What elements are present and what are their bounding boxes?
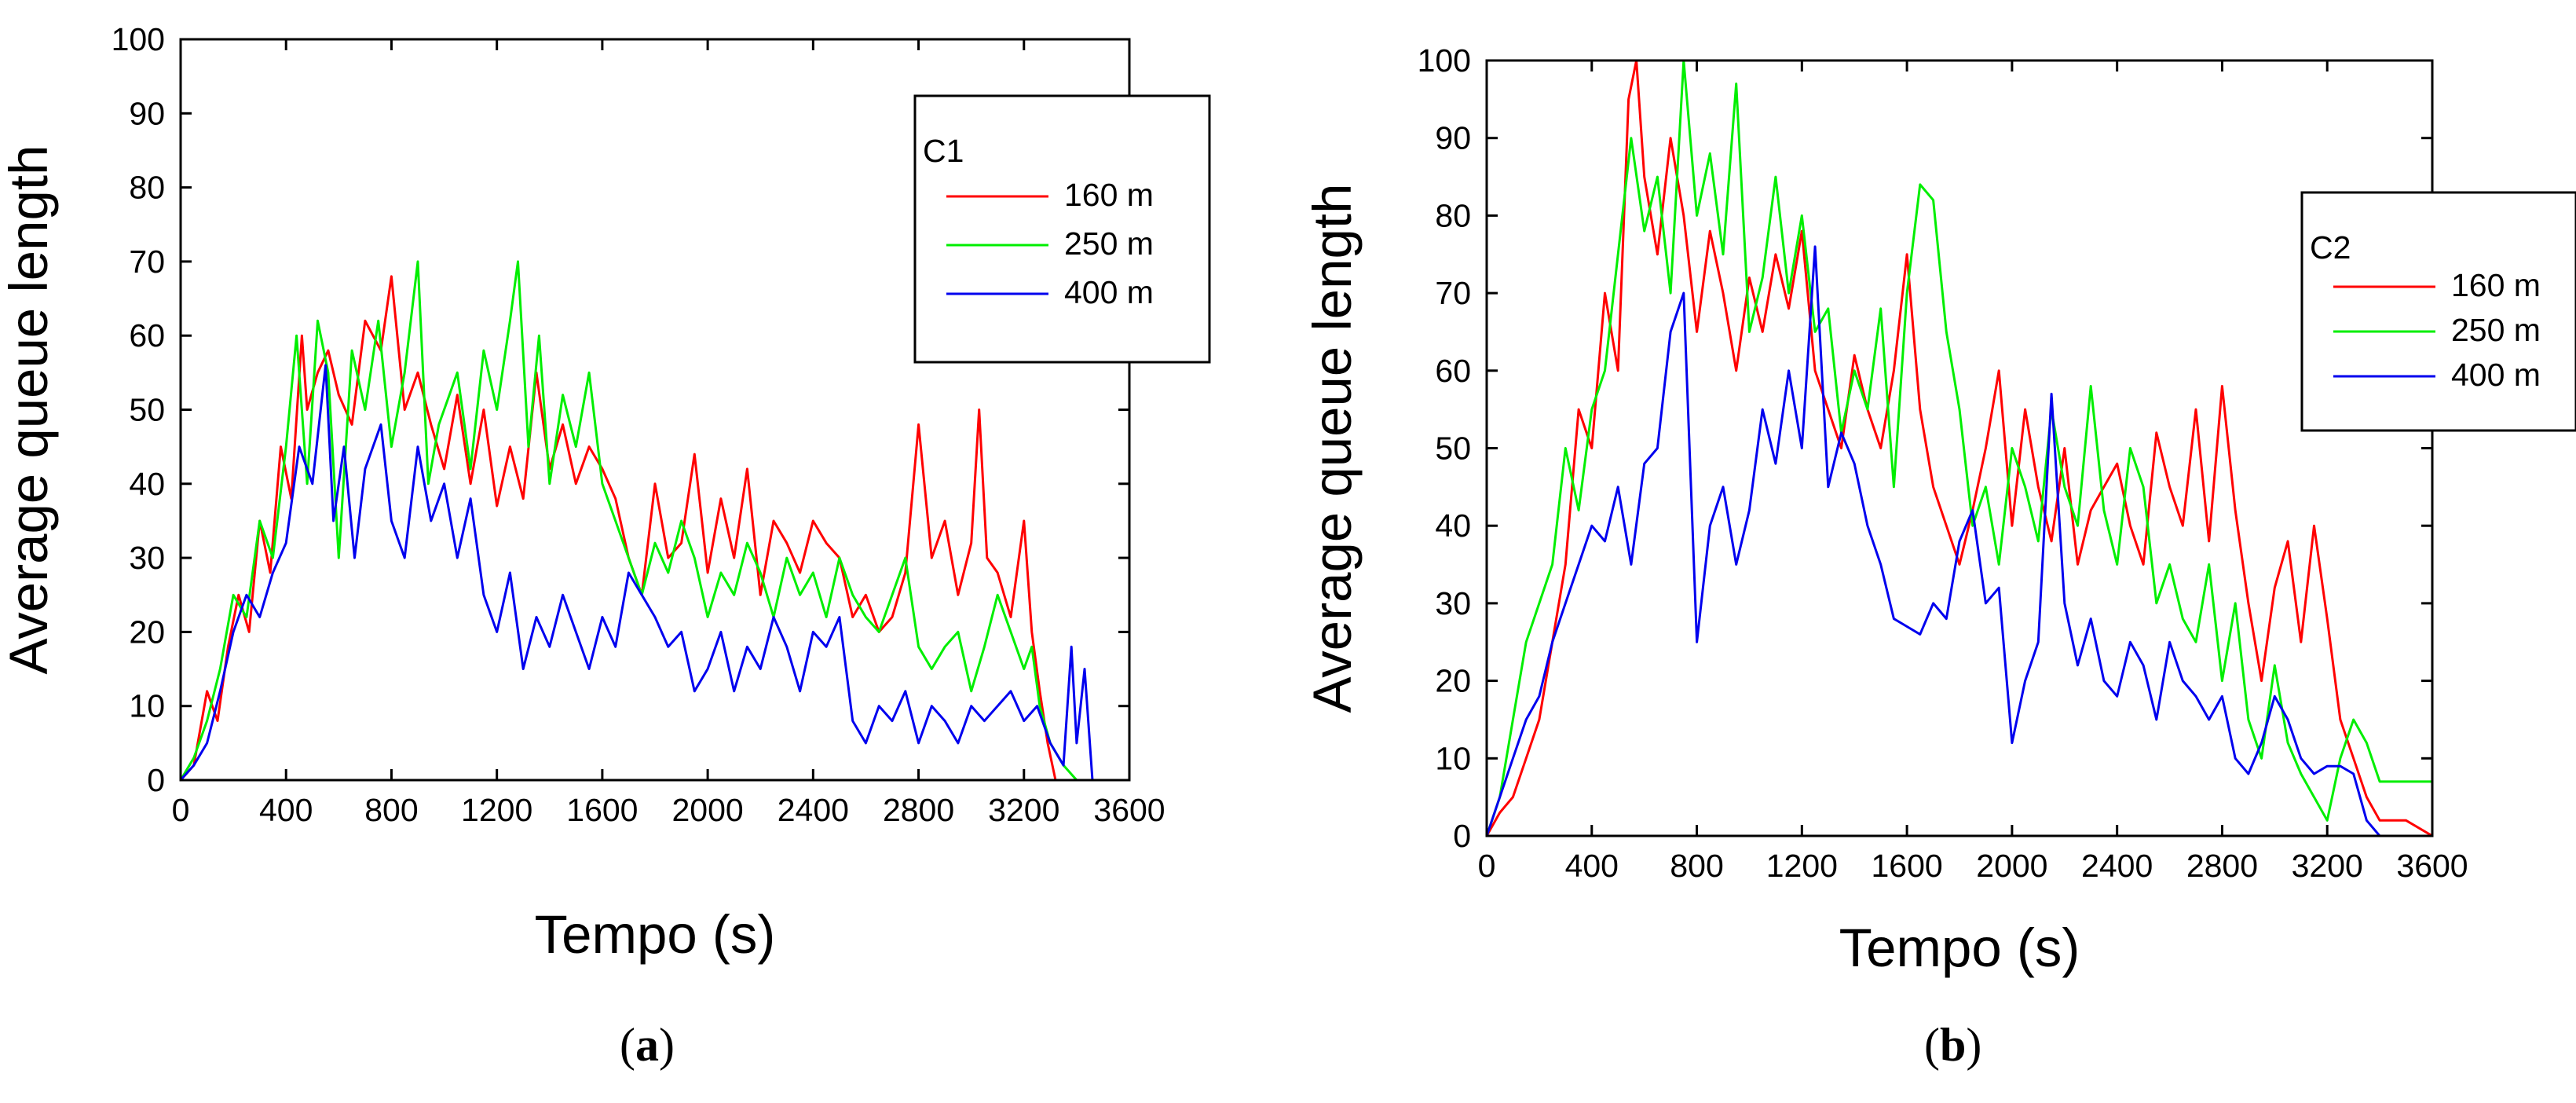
legend-title: C2 [2310,229,2351,266]
legend-label: 250 m [1064,225,1154,262]
panel-label-open: ( [1924,1019,1940,1071]
y-tick-label: 100 [1418,42,1471,79]
x-tick-label: 400 [1565,848,1619,884]
y-tick-label: 40 [1435,508,1471,544]
series-line-400m [181,364,1129,780]
y-tick-label: 80 [129,170,165,206]
panel-label-letter: a [635,1019,659,1071]
y-tick-label: 40 [129,466,165,502]
series-line-400m [1487,245,2432,836]
legend-label: 250 m [2451,312,2541,348]
legend-label: 160 m [2451,267,2541,303]
x-tick-label: 3600 [2396,848,2468,884]
y-tick-label: 60 [129,317,165,354]
legend-box [913,94,1211,364]
y-tick-label: 100 [112,21,165,57]
y-tick-label: 70 [1435,275,1471,311]
x-axis-title: Tempo (s) [535,904,776,965]
y-axis-title: Average queue length [0,145,59,675]
x-tick-label: 0 [172,792,190,828]
x-tick-label: 3200 [988,792,1059,828]
y-tick-label: 30 [1435,585,1471,621]
chart-panel-b: 0 400 800 1200 1600 2000 2400 2800 3200 3600 0 10 20… [1302,42,2576,1071]
y-tick-label: 20 [1435,663,1471,699]
y-tick-label: 70 [129,244,165,280]
chart-panel-a: 0 400 800 1200 1600 2000 2400 2800 3200 3600 0 10 20… [0,21,1211,1071]
series-line-250m [181,260,1078,780]
x-tick-label: 0 [1478,848,1496,884]
series-line-160m [181,275,1057,780]
plot-frame [1485,59,2434,837]
series-line-250m [1487,60,2432,836]
y-tick-label: 20 [129,614,165,650]
panel-label: (b) [1924,1019,1981,1071]
legend: C1 160 m 250 m 400 m [913,94,1211,364]
y-tick-label: 50 [1435,431,1471,467]
panel-label-open: ( [620,1019,635,1071]
x-tick-label: 1600 [566,792,638,828]
x-tick-label: 3200 [2292,848,2363,884]
legend: C2 160 m 250 m 400 m [2300,191,2576,432]
panel-label-close: ) [1966,1019,1981,1071]
x-tick-label: 400 [259,792,313,828]
x-tick-label: 800 [364,792,418,828]
y-axis-title: Average queue length [1302,184,1363,713]
x-tick-label: 800 [1670,848,1723,884]
panel-label-close: ) [659,1019,675,1071]
x-tick-label: 3600 [1093,792,1165,828]
y-tick-label: 80 [1435,197,1471,233]
x-tick-label: 2800 [883,792,954,828]
x-axis-title: Tempo (s) [1839,918,2080,978]
x-tick-label: 2000 [672,792,744,828]
legend-label: 400 m [2451,357,2541,393]
y-tick-label: 50 [129,392,165,428]
legend-box [2300,191,2576,432]
legend-title: C1 [923,133,964,169]
x-tick-label: 2000 [1976,848,2047,884]
x-tick-label: 1200 [461,792,532,828]
y-tick-label: 30 [129,540,165,576]
x-tick-label: 2400 [778,792,849,828]
y-tick-label: 0 [1453,818,1471,854]
y-tick-label: 10 [1435,740,1471,776]
x-tick-label: 1600 [1872,848,1943,884]
legend-label: 400 m [1064,274,1154,310]
legend-label: 160 m [1064,177,1154,213]
x-tick-label: 1200 [1766,848,1838,884]
panel-label-letter: b [1940,1019,1966,1071]
series-line-160m [1487,60,2432,836]
x-tick-label: 2400 [2081,848,2153,884]
panel-label: (a) [620,1019,675,1071]
x-tick-label: 2800 [2186,848,2258,884]
y-tick-label: 90 [129,95,165,131]
y-tick-label: 10 [129,688,165,724]
y-tick-label: 0 [147,762,165,798]
y-tick-label: 90 [1435,120,1471,156]
y-tick-label: 60 [1435,353,1471,389]
